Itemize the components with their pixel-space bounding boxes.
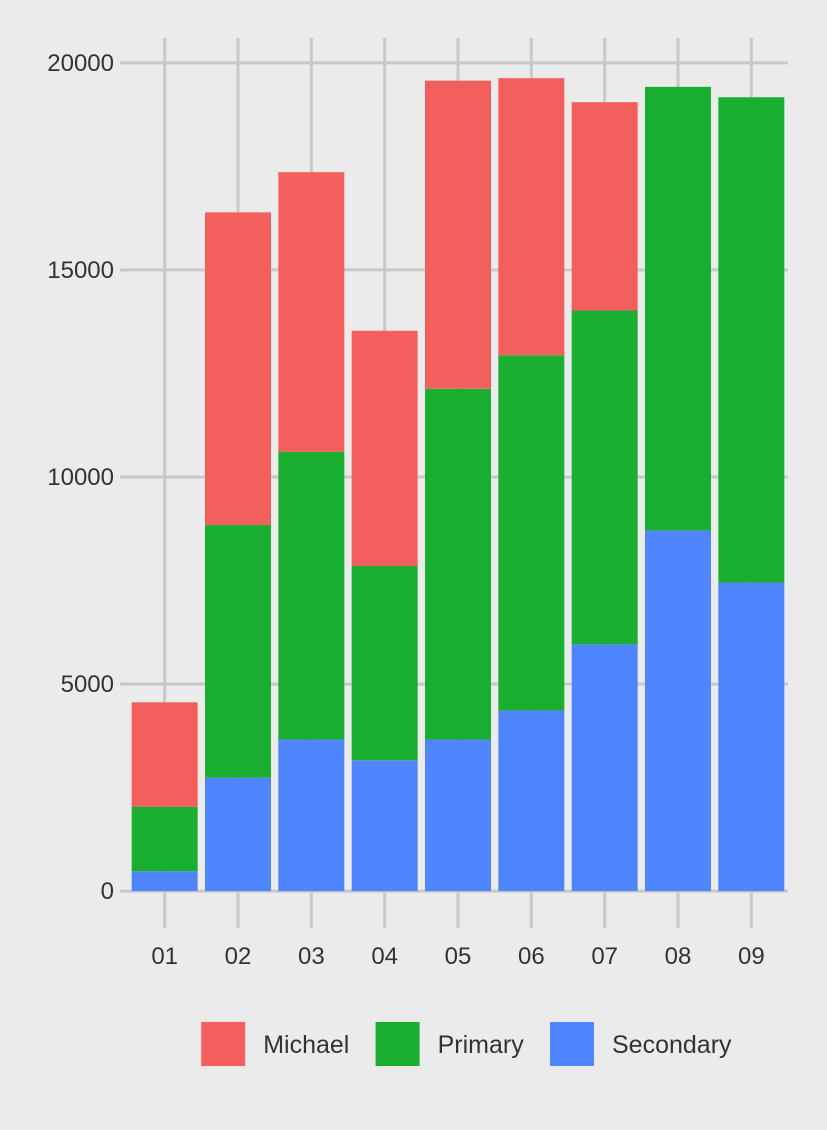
y-tick-label: 0	[101, 878, 114, 905]
y-tick-label: 5000	[61, 671, 114, 698]
bar-primary-03	[278, 451, 345, 740]
bar-michael-05	[425, 80, 491, 389]
x-tick-label: 01	[151, 943, 178, 970]
bar-secondary-05	[425, 739, 491, 892]
axis-layer: 0 5000 10000 15000 20000 01 02 03 04 05 06 07 08 09	[47, 50, 764, 970]
legend-label-secondary: Secondary	[612, 1031, 732, 1059]
bar-michael-07	[571, 102, 638, 311]
bar-primary-01	[131, 806, 198, 872]
bar-secondary-09	[718, 582, 785, 892]
y-tick-label: 20000	[47, 50, 114, 77]
legend-key-secondary	[550, 1022, 594, 1066]
bar-primary-08	[645, 86, 711, 531]
x-tick-label: 09	[738, 943, 765, 970]
bar-secondary-08	[645, 530, 711, 892]
bar-secondary-07	[571, 644, 638, 892]
y-tick-label: 10000	[47, 464, 114, 491]
y-tick-label: 15000	[47, 257, 114, 284]
bar-primary-06	[498, 355, 565, 711]
bar-primary-04	[351, 566, 418, 761]
bar-michael-02	[205, 212, 271, 526]
legend-key-primary	[375, 1022, 420, 1066]
bar-primary-05	[425, 388, 491, 740]
bar-secondary-06	[498, 710, 565, 892]
bar-secondary-02	[205, 777, 271, 892]
bar-michael-01	[131, 702, 198, 807]
legend-key-michael	[201, 1022, 246, 1066]
legend-label-primary: Primary	[438, 1031, 525, 1059]
bar-secondary-04	[351, 760, 418, 892]
x-tick-label: 02	[225, 943, 252, 970]
x-tick-label: 04	[371, 943, 398, 970]
legend: Michael Primary Secondary	[201, 1022, 732, 1066]
x-tick-label: 08	[665, 943, 692, 970]
bar-secondary-03	[278, 739, 345, 892]
legend-label-michael: Michael	[263, 1031, 349, 1059]
bar-michael-04	[351, 330, 418, 567]
x-tick-label: 07	[591, 943, 618, 970]
bar-primary-09	[718, 97, 785, 583]
bars-layer	[131, 78, 785, 892]
bar-secondary-01	[131, 871, 198, 892]
x-tick-label: 06	[518, 943, 545, 970]
bar-primary-02	[205, 525, 271, 778]
bar-primary-07	[571, 310, 638, 645]
x-tick-label: 03	[298, 943, 325, 970]
x-tick-label: 05	[445, 943, 472, 970]
bar-michael-03	[278, 172, 345, 452]
bar-michael-06	[498, 78, 565, 356]
